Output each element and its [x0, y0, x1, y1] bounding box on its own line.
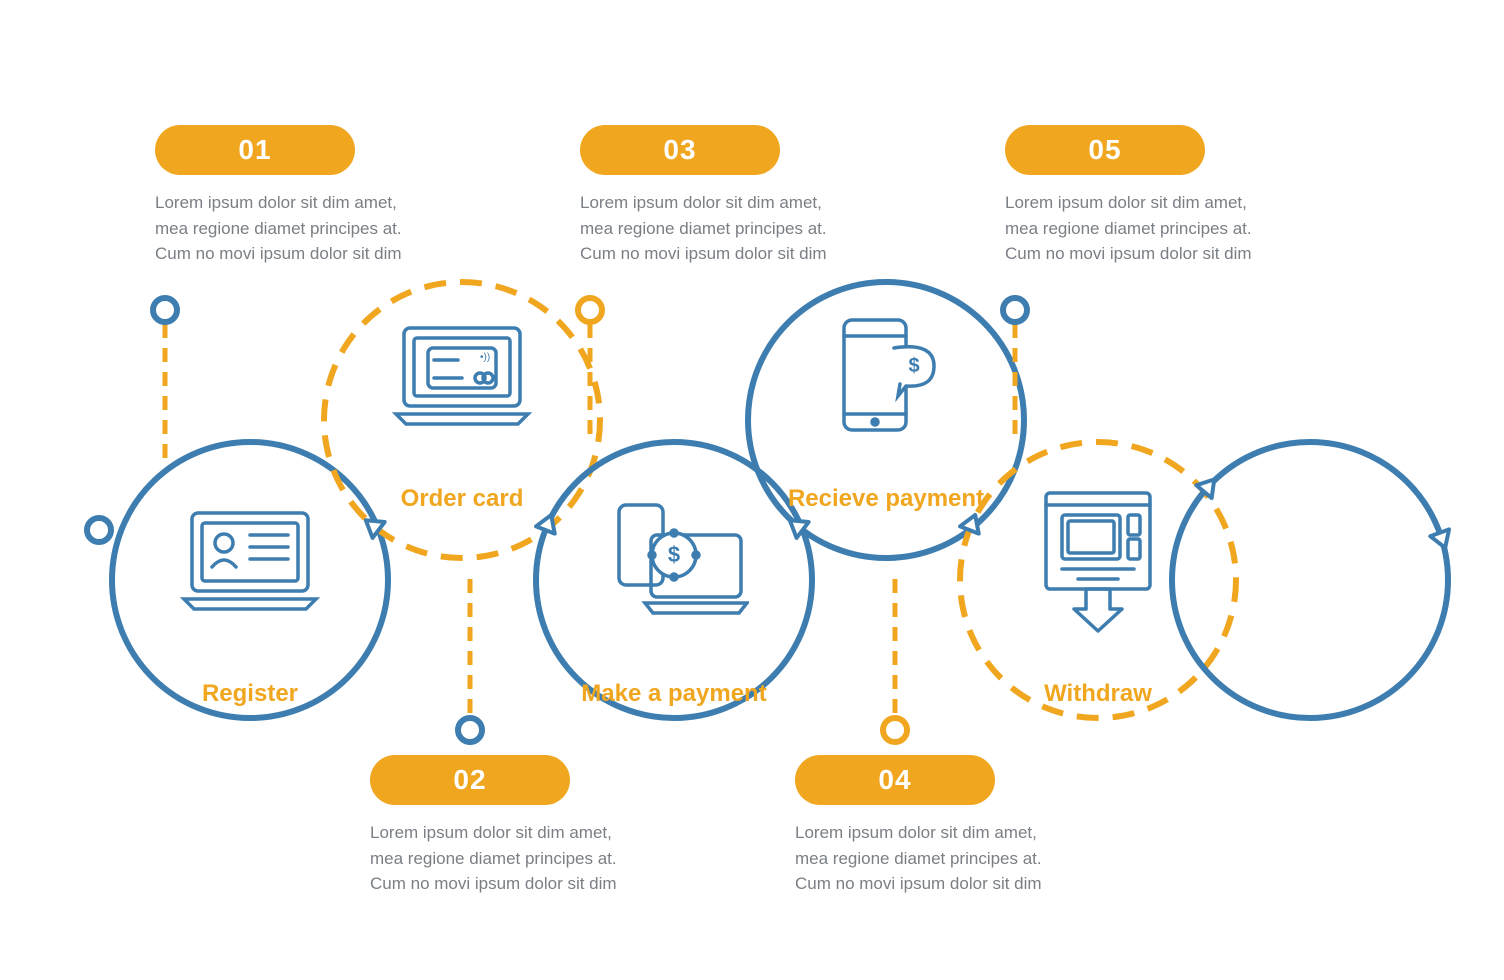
- step-desc-05: Lorem ipsum dolor sit dim amet, mea regi…: [1005, 190, 1265, 267]
- svg-text:$: $: [668, 542, 680, 567]
- receive-payment-icon: $: [811, 315, 961, 435]
- order-card-icon: •)): [387, 315, 537, 435]
- register-icon: [175, 500, 325, 620]
- step-title-make-payment: Make a payment: [544, 680, 804, 708]
- step-number: 05: [1088, 134, 1121, 166]
- make-payment-icon: $: [599, 500, 749, 620]
- step-desc-03: Lorem ipsum dolor sit dim amet, mea regi…: [580, 190, 840, 267]
- step-title-withdraw: Withdraw: [968, 680, 1228, 708]
- step-badge-01: 01: [155, 125, 355, 175]
- step-desc-04: Lorem ipsum dolor sit dim amet, mea regi…: [795, 820, 1055, 897]
- step-title-receive-payment: Recieve payment: [756, 485, 1016, 513]
- step-badge-04: 04: [795, 755, 995, 805]
- step-title-order-card: Order card: [332, 485, 592, 513]
- withdraw-icon: [1023, 500, 1173, 620]
- step-badge-05: 05: [1005, 125, 1205, 175]
- step-number: 04: [878, 764, 911, 796]
- step-number: 03: [663, 134, 696, 166]
- step-number: 01: [238, 134, 271, 166]
- step-desc-02: Lorem ipsum dolor sit dim amet, mea regi…: [370, 820, 630, 897]
- step-badge-02: 02: [370, 755, 570, 805]
- step-title-register: Register: [120, 680, 380, 708]
- step-desc-01: Lorem ipsum dolor sit dim amet, mea regi…: [155, 190, 415, 267]
- step-number: 02: [453, 764, 486, 796]
- step-badge-03: 03: [580, 125, 780, 175]
- svg-text:$: $: [908, 355, 919, 377]
- svg-text:•)): •)): [480, 352, 490, 363]
- infographic-stage: 01 Lorem ipsum dolor sit dim amet, mea r…: [0, 0, 1504, 980]
